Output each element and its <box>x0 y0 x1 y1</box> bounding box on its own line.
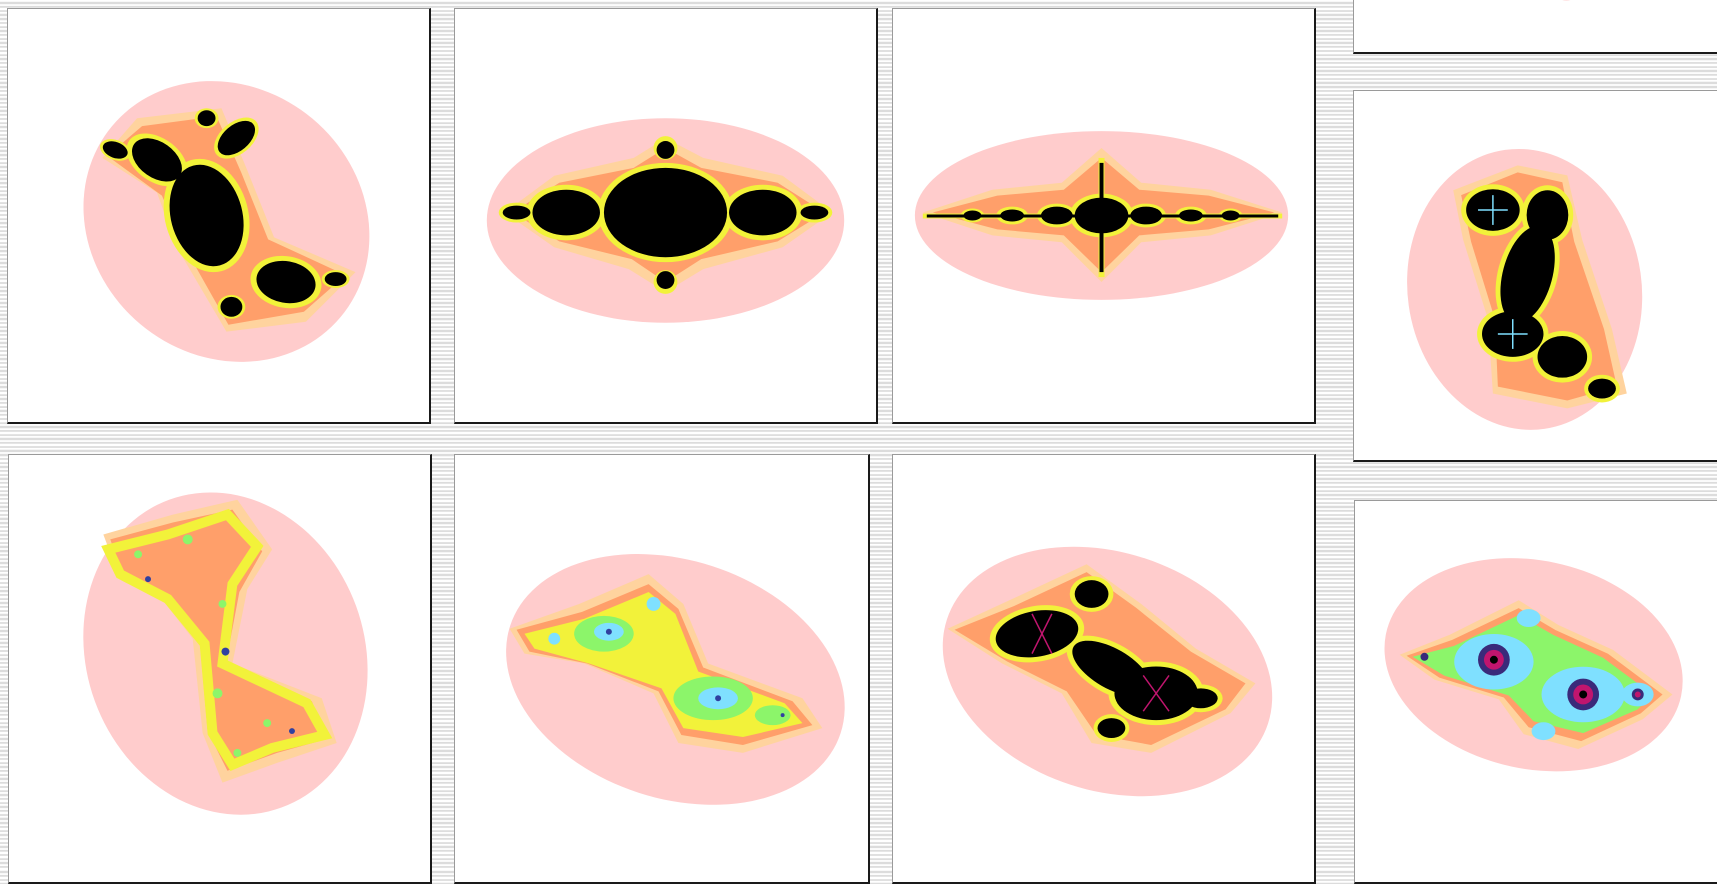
julia-set-image-6 <box>83 492 368 815</box>
julia-set-image-2 <box>486 118 845 323</box>
julia-set-image-3 <box>914 131 1289 300</box>
julia-set-image-partial <box>1562 0 1571 1</box>
julia-set-panel-1 <box>7 8 431 424</box>
julia-set-panel-3 <box>892 8 1316 424</box>
julia-set-panel-9 <box>1354 500 1717 884</box>
julia-set-panel-partial <box>1353 0 1717 54</box>
julia-set-image-1 <box>83 81 370 362</box>
julia-set-image-8 <box>942 546 1273 797</box>
julia-set-image-7 <box>506 554 845 805</box>
julia-set-panel-6 <box>8 454 432 884</box>
julia-set-panel-5 <box>1353 90 1717 462</box>
julia-set-image-9 <box>1384 558 1683 772</box>
julia-set-panel-7 <box>454 454 870 884</box>
julia-set-panel-2 <box>454 8 878 424</box>
julia-set-image-5 <box>1407 148 1643 430</box>
julia-set-panel-8 <box>892 454 1316 884</box>
